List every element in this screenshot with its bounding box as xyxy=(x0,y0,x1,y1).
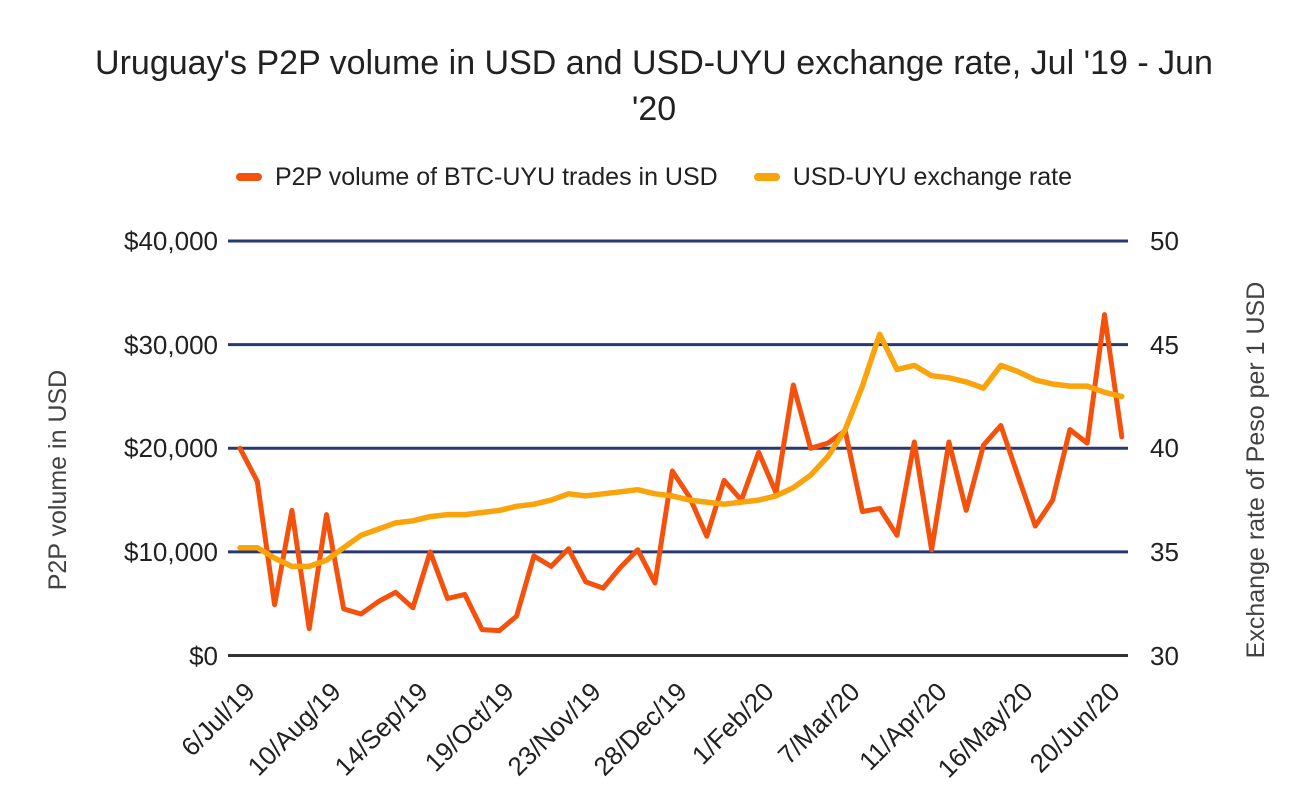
volume-series-swatch xyxy=(235,173,262,181)
y-axis-tick-left: $30,000 xyxy=(124,329,218,360)
y-axis-tick-right: 35 xyxy=(1150,536,1179,567)
y-axis-tick-right: 50 xyxy=(1150,226,1179,256)
volume-series-line[interactable] xyxy=(237,312,1125,634)
chart-legend: P2P volume of BTC-UYU trades in USD USD-… xyxy=(0,158,1308,196)
legend-item-exchange-rate[interactable]: USD-UYU exchange rate xyxy=(753,162,1073,192)
y-axis-tick-left: $0 xyxy=(189,640,218,671)
right-axis-title: Exchange rate of Peso per 1 USD xyxy=(1242,281,1270,659)
legend-label-volume: P2P volume of BTC-UYU trades in USD xyxy=(274,162,718,191)
y-axis-tick-left: $10,000 xyxy=(124,536,218,567)
y-axis-tick-right: 40 xyxy=(1150,433,1179,464)
y-axis-tick-left: $20,000 xyxy=(124,433,218,464)
legend-item-volume[interactable]: P2P volume of BTC-UYU trades in USD xyxy=(235,162,718,192)
y-axis-tick-left: $40,000 xyxy=(124,226,218,256)
y-axis-tick-right: 30 xyxy=(1150,640,1179,671)
left-axis-title: P2P volume in USD xyxy=(44,369,72,591)
rate-series-swatch xyxy=(753,173,780,181)
y-axis-tick-right: 45 xyxy=(1150,329,1179,360)
rate-series-line[interactable] xyxy=(237,331,1125,570)
legend-label-exchange-rate: USD-UYU exchange rate xyxy=(792,162,1073,191)
chart-title: Uruguay's P2P volume in USD and USD-UYU … xyxy=(95,44,1213,128)
